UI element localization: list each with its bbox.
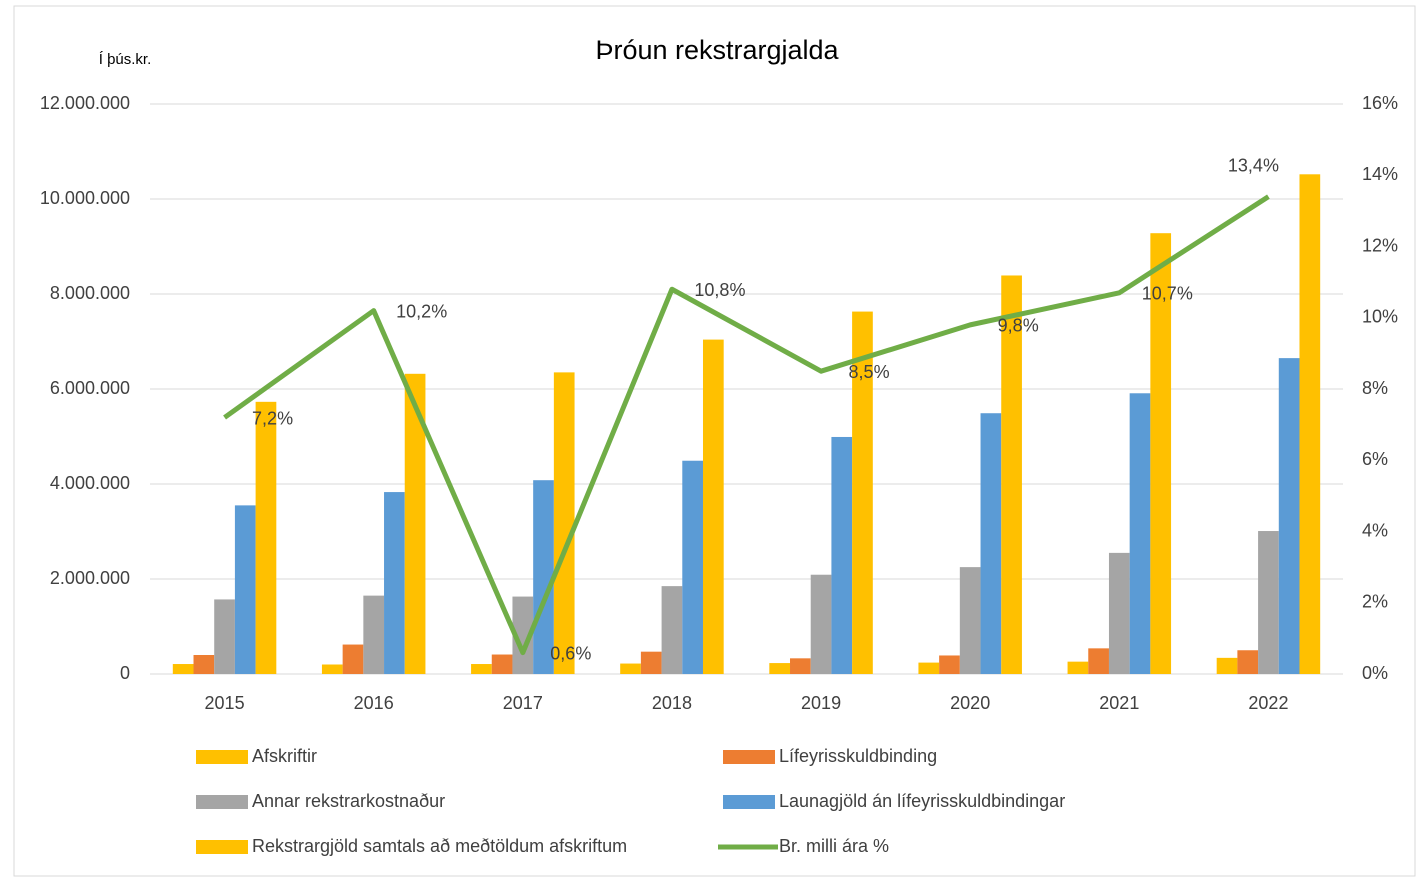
bar [1299, 174, 1321, 675]
bar [1150, 233, 1172, 674]
y-tick-label: 0 [120, 663, 130, 683]
bar [810, 574, 832, 674]
y2-tick-label: 4% [1362, 520, 1388, 540]
y-axis-label: Í þús.kr. [99, 51, 152, 68]
y2-tick-label: 10% [1362, 307, 1398, 327]
bar [214, 599, 235, 674]
x-tick-label: 2022 [1248, 693, 1288, 713]
legend-swatch [196, 840, 248, 854]
bar [553, 372, 575, 674]
legend-label: Lífeyrisskuldbinding [779, 746, 937, 766]
y-tick-label: 12.000.000 [40, 93, 130, 113]
data-label: 10,2% [396, 301, 447, 321]
legend-swatch [723, 750, 775, 764]
bar [1067, 661, 1089, 674]
bar [852, 311, 873, 674]
bar [702, 339, 724, 674]
y2-tick-label: 2% [1362, 592, 1388, 612]
data-label: 10,7% [1142, 284, 1193, 304]
legend-label: Launagjöld án lífeyrisskuldbindingar [779, 791, 1065, 811]
bar [1278, 358, 1300, 674]
y2-tick-label: 0% [1362, 663, 1388, 683]
bar [1258, 531, 1279, 674]
x-tick-label: 2018 [652, 693, 692, 713]
y-tick-label: 10.000.000 [40, 188, 130, 208]
bar [363, 595, 385, 674]
bar [384, 492, 405, 674]
data-label: 10,8% [694, 280, 745, 300]
bar [255, 401, 277, 674]
bar [172, 664, 194, 674]
bar [620, 663, 641, 674]
legend-swatch [723, 795, 775, 809]
y-tick-label: 6.000.000 [50, 378, 130, 398]
data-label: 9,8% [998, 316, 1039, 336]
y2-tick-label: 6% [1362, 449, 1388, 469]
bar [1129, 393, 1151, 674]
bar [404, 373, 426, 674]
x-tick-label: 2020 [950, 693, 990, 713]
bar [1216, 657, 1238, 674]
bar [1088, 648, 1109, 674]
legend-label: Afskriftir [252, 746, 317, 766]
bar [1001, 275, 1022, 674]
y-tick-label: 8.000.000 [50, 283, 130, 303]
bar [769, 663, 791, 674]
bar [980, 413, 1002, 674]
bar [682, 460, 703, 674]
legend-label: Annar rekstrarkostnaður [252, 791, 445, 811]
legend-swatch [196, 750, 248, 764]
bar [471, 664, 492, 674]
x-tick-label: 2019 [801, 693, 841, 713]
data-label: 8,5% [849, 362, 890, 382]
bar [831, 436, 853, 674]
bar [1108, 552, 1130, 674]
legend-label: Br. milli ára % [779, 836, 889, 856]
legend-swatch [196, 795, 248, 809]
x-tick-label: 2015 [205, 693, 245, 713]
y2-tick-label: 12% [1362, 235, 1398, 255]
bar [234, 505, 256, 674]
bar [959, 567, 981, 674]
data-label: 7,2% [252, 408, 293, 428]
x-tick-label: 2021 [1099, 693, 1139, 713]
y2-tick-label: 8% [1362, 378, 1388, 398]
legend-label: Rekstrargjöld samtals að meðtöldum afskr… [252, 836, 627, 856]
line-series [223, 194, 1270, 656]
bar [342, 644, 364, 674]
bar [661, 586, 683, 674]
bar [790, 658, 811, 674]
chart-title: Þróun rekstrargjalda [595, 35, 839, 65]
y2-tick-label: 16% [1362, 93, 1398, 113]
y-tick-label: 2.000.000 [50, 568, 130, 588]
bar [491, 654, 513, 674]
bar [512, 596, 534, 674]
bar [1237, 650, 1259, 674]
y-tick-label: 4.000.000 [50, 473, 130, 493]
bar [918, 662, 940, 674]
bar [321, 664, 343, 674]
x-tick-label: 2017 [503, 693, 543, 713]
data-label: 13,4% [1228, 155, 1279, 175]
y2-tick-label: 14% [1362, 164, 1398, 184]
bar [533, 480, 554, 674]
data-label: 0,6% [550, 643, 591, 663]
x-tick-label: 2016 [354, 693, 394, 713]
bar [939, 655, 960, 674]
bar [640, 651, 662, 674]
bar [193, 655, 215, 674]
